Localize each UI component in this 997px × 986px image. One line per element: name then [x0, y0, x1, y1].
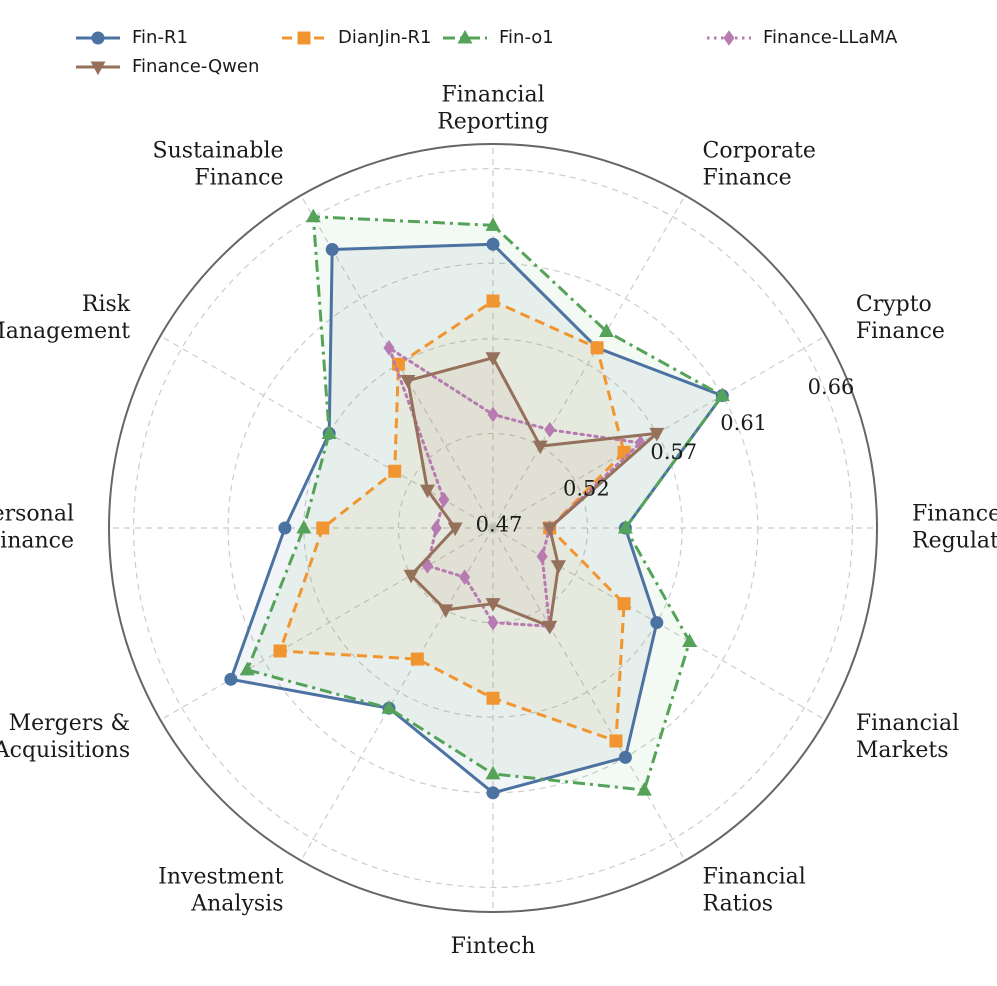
data-point-dianjin-r1-fintech	[486, 691, 500, 705]
radial-tick-layer: 0.47 0.52 0.57 0.61 0.66	[476, 375, 855, 537]
radial-tick-label: 0.61	[720, 411, 767, 435]
data-point-fin-o1-financial-reporting	[485, 217, 501, 231]
data-point-fin-o1-crypto-finance	[714, 387, 730, 402]
data-point-fin-o1-financial-ratios	[636, 781, 652, 796]
data-point-dianjin-r1-mergers-and-acquisitions	[273, 644, 287, 658]
series-fill-dianjin-r1	[280, 301, 625, 741]
axis-label-financial-reporting: Financial Reporting	[437, 83, 549, 135]
legend-item-finance-qwen: Finance-Qwen	[76, 56, 259, 77]
data-point-finance-llama-mergers-and-acquisitions	[421, 558, 433, 574]
series-fill-layer	[230, 216, 723, 793]
legend-label-finance-llama: Finance-LLaMA	[763, 27, 898, 48]
data-point-finance-qwen-risk-management	[419, 484, 435, 499]
data-point-fin-r1-mergers-and-acquisitions	[224, 672, 238, 686]
axis-label-financial-markets: Financial Markets	[856, 711, 959, 763]
data-point-finance-qwen-finance-regulation	[542, 522, 558, 537]
data-point-finance-qwen-investment-analysis	[438, 604, 454, 619]
legend-label-fin-r1: Fin-R1	[132, 27, 188, 48]
axis-label-financial-ratios: Financial Ratios	[703, 864, 806, 916]
data-point-fin-o1-corporate-finance	[599, 323, 614, 337]
data-point-fin-o1-financial-markets	[682, 633, 698, 648]
data-point-finance-llama-financial-reporting	[487, 406, 499, 423]
data-point-dianjin-r1-corporate-finance	[590, 341, 604, 355]
legend-item-finance-llama: Finance-LLaMA	[707, 27, 898, 48]
legend-swatch-marker	[457, 29, 473, 44]
legend-label-dianjin-r1: DianJin-R1	[338, 27, 431, 48]
series-fill-finance-qwen	[407, 357, 657, 627]
legend-item-fin-r1: Fin-R1	[76, 27, 188, 48]
axis-label-personal-finance: PersonalFinance	[0, 502, 74, 554]
legend-item-fin-o1: Fin-o1	[443, 27, 554, 48]
data-point-fin-o1-risk-management	[321, 425, 337, 439]
legend-label-finance-qwen: Finance-Qwen	[132, 56, 259, 77]
radial-tick-label: 0.47	[476, 513, 523, 537]
radial-tick-label: 0.57	[650, 440, 697, 464]
data-point-fin-r1-fintech	[486, 786, 500, 800]
data-point-fin-r1-financial-reporting	[486, 237, 500, 251]
data-point-dianjin-r1-financial-ratios	[609, 734, 623, 748]
data-point-finance-llama-corporate-finance	[544, 421, 556, 438]
data-point-finance-qwen-financial-ratios	[542, 620, 558, 635]
data-point-finance-llama-sustainable-finance	[383, 339, 395, 356]
data-point-dianjin-r1-personal-finance	[316, 521, 330, 535]
data-point-dianjin-r1-investment-analysis	[410, 652, 424, 666]
data-point-finance-qwen-financial-reporting	[485, 352, 501, 366]
data-point-fin-o1-sustainable-finance	[305, 208, 321, 223]
axis-label-finance-regulation: FinanceRegulation	[912, 502, 997, 554]
data-point-fin-r1-financial-ratios	[618, 750, 632, 764]
series-fill-fin-o1	[247, 216, 723, 791]
axis-label-mergers-and-acquisitions: Mergers & Acquisitions	[0, 711, 130, 763]
data-point-fin-r1-financial-markets	[650, 616, 664, 630]
grid-spoke	[492, 527, 686, 861]
data-point-dianjin-r1-financial-markets	[617, 597, 631, 611]
grid-spoke	[160, 527, 494, 721]
polar-frame	[108, 143, 878, 913]
data-point-finance-qwen-financial-markets	[551, 560, 567, 574]
legend-swatch-marker	[723, 30, 735, 46]
legend-swatch-marker	[297, 31, 311, 45]
series-line-layer	[224, 208, 730, 800]
grid-spoke	[492, 195, 686, 529]
legend: Fin-R1 DianJin-R1 Fin-o1 Finance-LLaMA Finan…	[76, 27, 898, 77]
axis-label-risk-management: RiskManagement	[0, 292, 131, 344]
data-point-fin-o1-mergers-and-acquisitions	[239, 661, 255, 676]
data-point-finance-qwen-corporate-finance	[532, 440, 548, 455]
data-point-dianjin-r1-financial-reporting	[486, 294, 500, 308]
grid-spoke	[300, 527, 494, 861]
data-point-fin-o1-finance-regulation	[617, 519, 633, 534]
axis-label-investment-analysis: Investment Analysis	[158, 864, 283, 916]
axis-label-fintech: Fintech	[451, 934, 536, 959]
data-point-finance-llama-personal-finance	[430, 520, 442, 536]
data-point-fin-r1-sustainable-finance	[325, 243, 339, 257]
data-point-fin-o1-personal-finance	[296, 519, 312, 534]
legend-swatch-marker	[91, 31, 105, 45]
data-point-fin-o1-fintech	[485, 765, 501, 780]
legend-label-fin-o1: Fin-o1	[499, 27, 554, 48]
data-point-finance-llama-fintech	[487, 614, 499, 631]
data-point-finance-qwen-mergers-and-acquisitions	[403, 569, 419, 584]
data-point-finance-qwen-fintech	[485, 598, 501, 612]
data-point-finance-llama-risk-management	[438, 491, 450, 508]
data-point-finance-qwen-sustainable-finance	[400, 375, 416, 389]
data-point-fin-o1-investment-analysis	[381, 700, 397, 714]
data-point-finance-llama-investment-analysis	[459, 569, 471, 585]
data-point-finance-qwen-personal-finance	[447, 522, 463, 537]
radial-tick-label: 0.66	[808, 375, 855, 399]
grid-circle	[132, 167, 854, 889]
data-point-dianjin-r1-risk-management	[388, 464, 402, 478]
series-fill-fin-r1	[230, 244, 723, 793]
data-point-finance-llama-financial-markets	[536, 548, 548, 565]
axis-label-sustainable-finance: Sustainable Finance	[153, 139, 284, 191]
legend-swatch-marker	[90, 61, 106, 76]
axis-label-corporate-finance: Corporate Finance	[703, 139, 816, 191]
legend-item-dianjin-r1: DianJin-R1	[282, 27, 431, 48]
radial-tick-label: 0.52	[563, 476, 610, 500]
axis-label-crypto-finance: Crypto Finance	[856, 292, 945, 344]
data-point-finance-qwen-crypto-finance	[649, 427, 665, 442]
data-point-fin-r1-personal-finance	[278, 521, 292, 535]
